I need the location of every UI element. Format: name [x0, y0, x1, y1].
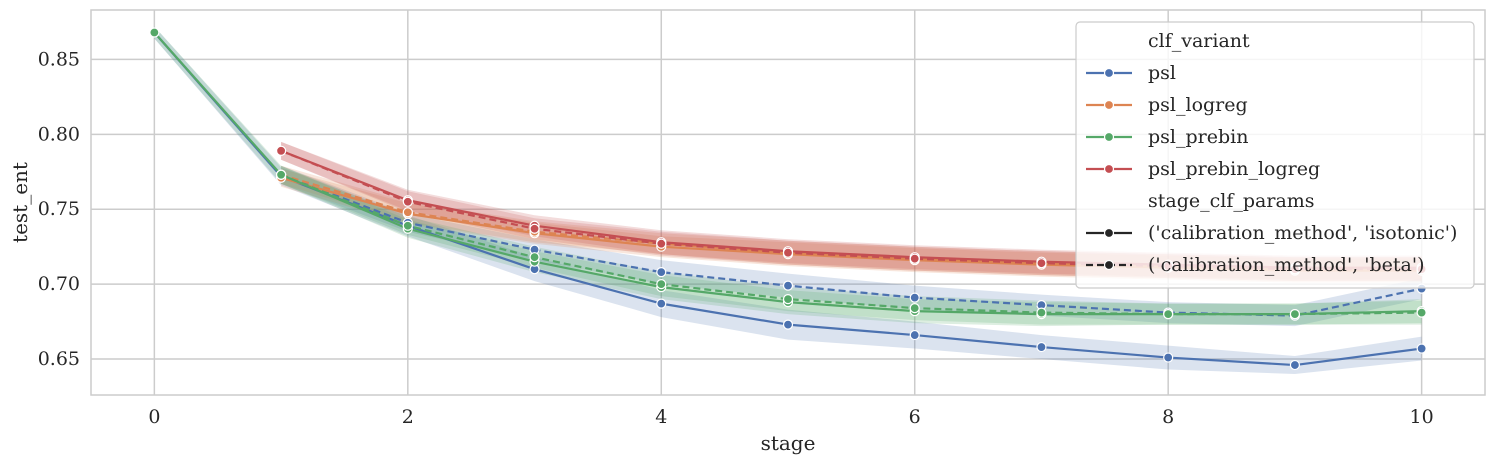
legend-marker-psl-prebin-logreg — [1103, 163, 1115, 175]
y-tick-label: 0.65 — [38, 348, 80, 370]
line-psl-prebin-logreg-dashed — [280, 149, 1422, 271]
legend-entry-psl: psl — [1148, 62, 1176, 84]
legend-marker-psl-logreg — [1103, 99, 1115, 111]
point-psl-prebin-logreg — [782, 247, 794, 258]
line-psl-dashed — [280, 173, 1422, 317]
point-psl-prebin — [1289, 309, 1301, 320]
point-psl — [656, 267, 667, 278]
point-psl — [909, 292, 920, 303]
point-psl-prebin — [656, 279, 667, 290]
point-psl-prebin — [1416, 307, 1427, 318]
y-tick-label: 0.80 — [38, 123, 80, 145]
legend-entry-solid: ('calibration_method', 'isotonic') — [1148, 222, 1457, 244]
point-psl-prebin-logreg — [909, 253, 920, 264]
point-psl-prebin — [1163, 309, 1174, 320]
point-psl-prebin — [909, 303, 920, 314]
point-psl-prebin — [529, 252, 540, 263]
x-tick-label: 10 — [1410, 406, 1434, 428]
point-psl — [656, 298, 667, 309]
x-tick-label: 4 — [655, 406, 667, 428]
x-tick-label: 0 — [148, 406, 160, 428]
point-psl — [1036, 341, 1047, 353]
x-tick-label: 8 — [1162, 406, 1174, 428]
legend-box — [1075, 21, 1475, 289]
point-psl-prebin — [782, 294, 794, 305]
y-tick-label: 0.85 — [38, 48, 80, 70]
point-psl-prebin — [275, 169, 287, 180]
point-psl — [782, 319, 794, 330]
point-psl — [1289, 359, 1301, 371]
legend-entry-psl-logreg: psl_logreg — [1148, 94, 1248, 116]
legend-marker-psl — [1103, 67, 1115, 79]
y-axis-label: test_ent — [8, 162, 32, 243]
point-psl-logreg — [402, 207, 413, 218]
series-markers — [149, 27, 1427, 371]
point-psl — [1416, 343, 1427, 354]
band-psl-prebin-solid — [154, 26, 1422, 327]
legend-marker-psl-prebin — [1103, 131, 1115, 143]
y-tick-label: 0.75 — [38, 198, 80, 220]
legend-entry-dashed: ('calibration_method', 'beta') — [1148, 254, 1424, 276]
point-psl-prebin — [402, 220, 413, 231]
point-psl-prebin-logreg — [275, 145, 287, 156]
point-psl-prebin — [1036, 307, 1047, 318]
point-psl-prebin-logreg — [1036, 258, 1047, 269]
legend-hue-title: clf_variant — [1148, 30, 1250, 52]
point-psl-prebin — [149, 27, 160, 38]
legend-entry-psl-prebin: psl_prebin — [1148, 126, 1248, 148]
band-psl-dashed — [281, 165, 1422, 327]
x-axis-label: stage — [761, 431, 816, 455]
legend-marker-solid — [1103, 227, 1115, 239]
legend-style-title: stage_clf_params — [1148, 190, 1315, 212]
point-psl-prebin-logreg — [529, 223, 540, 234]
point-psl — [782, 280, 794, 291]
legend-entry-psl-prebin-logreg: psl_prebin_logreg — [1148, 158, 1320, 180]
point-psl-prebin-logreg — [656, 238, 667, 249]
x-tick-label: 2 — [402, 406, 414, 428]
x-tick-label: 6 — [909, 406, 921, 428]
point-psl — [909, 329, 920, 341]
line-psl-prebin-dashed — [280, 173, 1422, 316]
x-axis-ticks: 0 2 4 6 8 10 — [148, 406, 1433, 428]
y-axis-ticks: 0.65 0.70 0.75 0.80 0.85 — [38, 48, 80, 370]
band-psl-prebin-dashed — [281, 165, 1422, 325]
y-tick-label: 0.70 — [38, 273, 80, 295]
point-psl — [1163, 352, 1174, 363]
point-psl-prebin-logreg — [402, 196, 413, 207]
legend-marker-dashed — [1103, 259, 1115, 271]
plot-frame — [90, 9, 1486, 396]
